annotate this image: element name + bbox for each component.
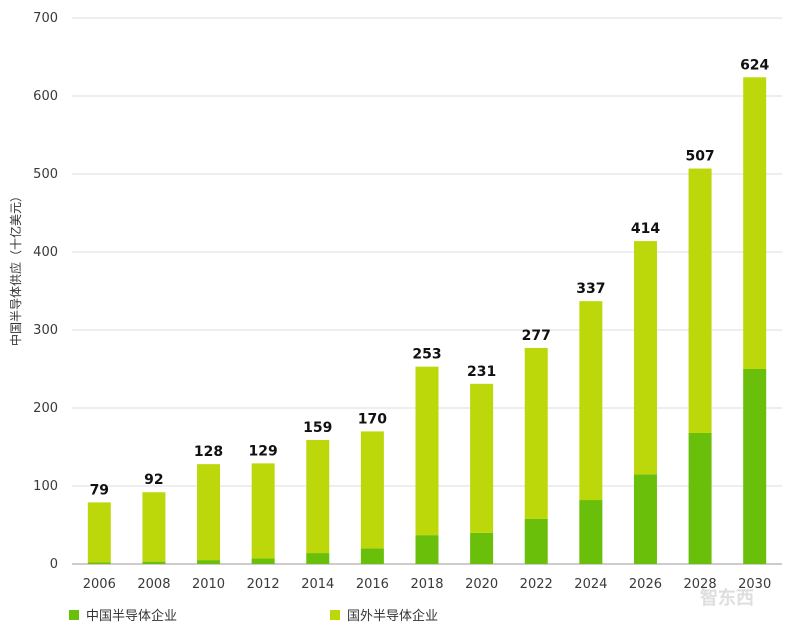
- x-tick-label: 2006: [83, 577, 116, 592]
- legend: 中国半导体企业 国外半导体企业: [69, 608, 438, 624]
- bar-foreign-2030: [743, 77, 767, 369]
- bar-foreign-2006: [87, 502, 111, 563]
- bar-foreign-2010: [197, 464, 221, 561]
- y-tick-label: 400: [33, 245, 58, 260]
- bar-china-2010: [197, 560, 221, 564]
- legend-label-foreign: 国外半导体企业: [347, 608, 438, 624]
- x-tick-label: 2020: [465, 577, 498, 592]
- bar-china-2012: [251, 558, 275, 564]
- bar-foreign-2020: [470, 383, 494, 533]
- y-tick-label: 200: [33, 401, 58, 416]
- total-label-2018: 253: [412, 347, 441, 363]
- bar-foreign-2014: [306, 439, 330, 554]
- y-tick-label: 700: [33, 11, 58, 26]
- total-label-2028: 507: [685, 149, 714, 165]
- bar-foreign-2018: [415, 366, 439, 536]
- bar-foreign-2022: [524, 347, 548, 519]
- bar-foreign-2016: [360, 431, 384, 549]
- legend-label-china: 中国半导体企业: [86, 608, 177, 624]
- total-label-2014: 159: [303, 420, 332, 436]
- bars: [87, 77, 767, 564]
- x-tick-label: 2030: [738, 577, 771, 592]
- total-label-2006: 79: [90, 482, 109, 498]
- bar-china-2020: [470, 532, 494, 564]
- y-axis-title: 中国半导体供应（十亿美元）: [8, 190, 23, 346]
- x-tick-label: 2018: [410, 577, 443, 592]
- x-tick-label: 2016: [356, 577, 389, 592]
- total-label-2012: 129: [249, 443, 278, 459]
- bar-china-2026: [633, 474, 657, 564]
- x-tick-label: 2024: [574, 577, 607, 592]
- x-tick-label: 2022: [520, 577, 553, 592]
- y-tick-label: 100: [33, 479, 58, 494]
- total-label-2024: 337: [576, 281, 605, 297]
- bar-foreign-2012: [251, 463, 275, 559]
- x-tick-label: 2014: [301, 577, 334, 592]
- x-tick-label: 2026: [629, 577, 662, 592]
- total-label-2030: 624: [740, 57, 769, 73]
- legend-swatch-china: [69, 610, 79, 620]
- y-tick-label: 500: [33, 167, 58, 182]
- axes: 0 100 200 300 400 500 600 700 2006 2008 2010 2012 20…: [33, 11, 771, 592]
- y-tick-label: 0: [50, 557, 58, 572]
- bar-china-2014: [306, 553, 330, 564]
- bar-china-2030: [743, 369, 767, 564]
- bar-foreign-2024: [579, 301, 603, 501]
- x-tick-label: 2028: [684, 577, 717, 592]
- x-tick-label: 2012: [247, 577, 280, 592]
- total-label-2010: 128: [194, 444, 223, 460]
- total-label-2008: 92: [144, 472, 163, 488]
- total-label-2026: 414: [631, 221, 660, 237]
- x-tick-label: 2008: [137, 577, 170, 592]
- total-label-2016: 170: [358, 411, 387, 427]
- bar-china-2028: [688, 432, 712, 564]
- bar-foreign-2028: [688, 168, 712, 433]
- bar-china-2024: [579, 500, 603, 564]
- bar-china-2008: [142, 561, 166, 564]
- x-tick-label: 2010: [192, 577, 225, 592]
- y-tick-label: 300: [33, 323, 58, 338]
- bar-china-2018: [415, 535, 439, 564]
- data-labels: 79 92 128 129 159 170 253 231 277 337 414 507 624: [90, 57, 770, 498]
- bar-foreign-2008: [142, 492, 166, 562]
- bar-foreign-2026: [633, 241, 657, 475]
- legend-swatch-foreign: [330, 610, 340, 620]
- watermark-logo: 智东西: [700, 587, 754, 609]
- total-label-2020: 231: [467, 364, 496, 380]
- y-tick-label: 600: [33, 89, 58, 104]
- bar-china-2016: [360, 548, 384, 564]
- bar-china-2006: [87, 562, 111, 564]
- bar-china-2022: [524, 518, 548, 564]
- total-label-2022: 277: [522, 328, 551, 344]
